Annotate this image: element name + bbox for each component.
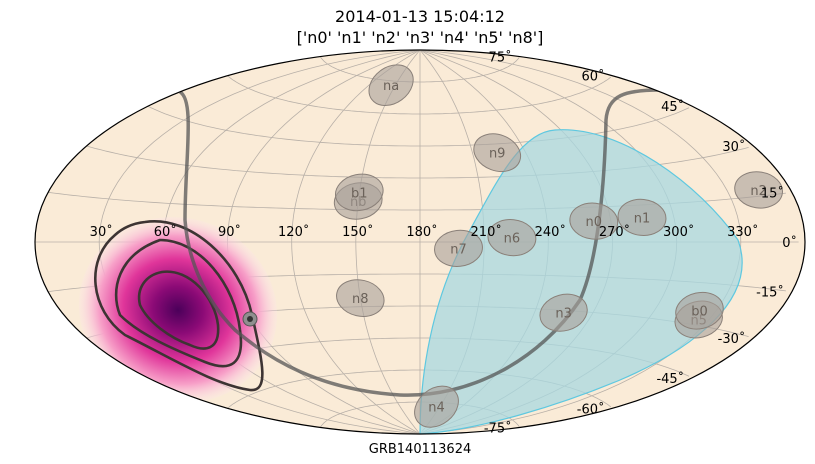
detector-footprint	[434, 229, 483, 267]
dec-tick-label: -45˚	[656, 371, 684, 387]
ra-tick-labels: 330˚ 300˚ 270˚ 240˚ 210˚ 180˚ 150˚ 120˚ 90˚ 60˚ 30…	[90, 224, 759, 240]
localization	[78, 217, 278, 403]
detector-footprint	[368, 64, 414, 107]
detector-label: n0	[586, 215, 603, 230]
detector-layer: n0n1n2n3n4n5n6n7n8n9nanbb0b1	[333, 64, 783, 428]
detector-footprint	[617, 198, 667, 236]
dec-tick-label: 0˚	[782, 235, 797, 251]
ra-tick-label: 240˚	[535, 224, 566, 240]
ra-tick-label: 120˚	[278, 224, 309, 240]
detector-n9: n9	[473, 133, 522, 173]
detector-n1: n1	[617, 198, 667, 236]
detector-footprint	[473, 133, 522, 173]
ra-tick-label: 210˚	[471, 224, 502, 240]
detector-footprint	[414, 385, 459, 428]
detector-n0: n0	[569, 202, 619, 240]
galactic-plane	[178, 88, 661, 397]
detector-n4: n4	[414, 385, 459, 428]
contour-68	[137, 270, 220, 350]
sky-border	[34, 49, 806, 435]
ra-tick-label: 60˚	[154, 224, 177, 240]
grid-parallel	[320, 56, 520, 83]
dec-tick-label: 30˚	[722, 139, 745, 155]
ra-tick-label: 330˚	[727, 224, 758, 240]
detector-label: n8	[352, 292, 369, 307]
contour-99	[94, 219, 264, 392]
detector-footprint	[539, 293, 588, 332]
chart-title-line1: 2014-01-13 15:04:12	[335, 7, 505, 26]
grid-parallel	[227, 75, 612, 115]
chart-title-line2: ['n0' 'n1' 'n2' 'n3' 'n4' 'n5' 'n8']	[297, 28, 544, 47]
ra-tick-label: 180˚	[406, 224, 437, 240]
dec-tick-label: 75˚	[489, 50, 512, 66]
dec-tick-label: -15˚	[756, 285, 784, 301]
detector-n7: n7	[434, 229, 483, 267]
dec-tick-label: 45˚	[661, 99, 684, 115]
grb-marker	[242, 311, 258, 327]
contour-95	[114, 238, 243, 368]
detector-label: na	[383, 79, 399, 94]
detector-label: n4	[428, 401, 445, 416]
detector-label: b1	[351, 186, 368, 201]
detector-label: b0	[691, 305, 708, 320]
ra-tick-label: 30˚	[90, 224, 113, 240]
dec-tick-label: -30˚	[718, 331, 746, 347]
detector-b1: b1	[335, 173, 384, 212]
earth-occultation-region	[419, 129, 743, 434]
detector-label: n3	[555, 307, 572, 322]
grb-marker-inner	[247, 316, 253, 322]
detector-n3: n3	[539, 293, 588, 332]
detector-footprint	[487, 219, 537, 257]
x-axis-label: GRB140113624	[369, 442, 471, 457]
detector-footprint	[734, 171, 783, 209]
detector-label: n6	[504, 232, 521, 247]
dec-tick-label: 60˚	[581, 69, 604, 85]
ra-tick-label: 300˚	[663, 224, 694, 240]
detector-label: n7	[450, 242, 467, 257]
ra-tick-label: 90˚	[218, 224, 241, 240]
detector-na: na	[368, 64, 414, 107]
detector-footprint	[336, 279, 385, 317]
detector-b0: b0	[675, 291, 724, 330]
dec-tick-label: -75˚	[484, 421, 512, 437]
grid-parallel	[147, 105, 690, 147]
dec-tick-label: 15˚	[761, 185, 784, 201]
detector-footprint	[675, 291, 724, 330]
detector-n2: n2	[734, 171, 783, 209]
detector-n6: n6	[487, 219, 537, 257]
dec-tick-labels: 75˚ 60˚ 45˚ 30˚ 15˚ 0˚ -15˚ -30˚ -45˚ -60˚ -75˚	[484, 50, 797, 437]
detector-footprint	[335, 173, 384, 212]
detector-label: n2	[750, 184, 767, 199]
ra-tick-label: 270˚	[599, 224, 630, 240]
dec-tick-label: -60˚	[577, 401, 605, 417]
detector-n8: n8	[336, 279, 385, 317]
ra-tick-label: 150˚	[342, 224, 373, 240]
detector-label: n1	[634, 211, 651, 226]
detector-footprint	[569, 202, 619, 240]
detector-label: n9	[489, 147, 506, 162]
